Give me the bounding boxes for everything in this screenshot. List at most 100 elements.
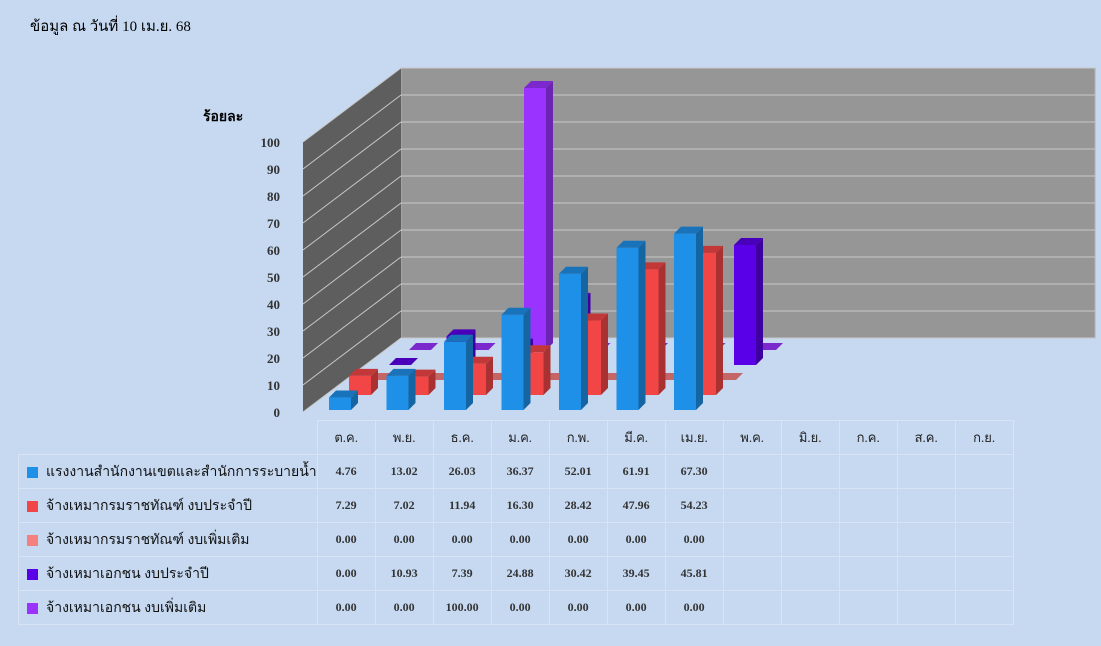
bar-chart-3d: 0 10 20 30 40 50 60 70 80 90 100 ร้อยละ xyxy=(203,67,1096,420)
table-cell: 39.45 xyxy=(606,556,666,591)
bar-face xyxy=(524,88,546,350)
month-header: ธ.ค. xyxy=(432,420,492,455)
table-cell xyxy=(954,590,1014,625)
bar-top xyxy=(329,390,358,398)
table-cell: 36.37 xyxy=(490,454,550,489)
bar xyxy=(329,390,358,410)
y-axis-label: ร้อยละ xyxy=(203,109,243,125)
table-row: จ้างเหมากรมราชทัณฑ์ งบประจำปี 7.29 7.02 11.… xyxy=(18,488,1014,523)
gridline-side xyxy=(302,121,402,197)
bar-face xyxy=(674,233,696,410)
legend-swatch xyxy=(27,534,38,546)
table-cell: 28.42 xyxy=(548,488,608,523)
bar-top xyxy=(444,334,473,342)
bar xyxy=(409,343,438,350)
table-cell: 67.30 xyxy=(664,454,724,489)
table-cell: 47.96 xyxy=(606,488,666,523)
table-row: จ้างเหมาเอกชน งบประจำปี 0.00 10.93 7.39 24.8… xyxy=(18,556,1014,591)
table-cell: 0.00 xyxy=(548,522,608,557)
bar-face xyxy=(616,247,639,410)
y-tick-label: 60 xyxy=(267,243,280,258)
table-cell xyxy=(896,522,956,557)
table-cell: 0.00 xyxy=(316,556,376,591)
table-cell: 0.00 xyxy=(432,522,492,557)
bar xyxy=(734,237,763,365)
y-tick-label: 90 xyxy=(267,162,280,177)
table-cell xyxy=(954,556,1014,591)
bar-top xyxy=(386,368,416,376)
bar-face xyxy=(734,244,756,365)
month-header: ก.ค. xyxy=(838,420,898,455)
table-cell xyxy=(954,454,1014,489)
table-cell: 13.02 xyxy=(374,454,434,489)
month-header: มิ.ย. xyxy=(780,420,840,455)
bar-face xyxy=(349,375,371,395)
table-cell xyxy=(838,556,898,591)
legend-swatch xyxy=(27,602,38,614)
bar-face xyxy=(444,341,466,410)
table-cell: 11.94 xyxy=(432,488,492,523)
bar-side xyxy=(601,313,608,395)
table-cell xyxy=(722,454,782,489)
table-cell: 0.00 xyxy=(490,590,550,625)
bar-top xyxy=(446,329,476,337)
y-tick-label: 50 xyxy=(267,270,280,285)
bar-side xyxy=(351,390,358,410)
gridline-side xyxy=(302,148,402,224)
gridline-side xyxy=(302,67,402,143)
table-corner xyxy=(19,421,318,455)
table-cell: 24.88 xyxy=(490,556,550,591)
series-name: จ้างเหมากรมราชทัณฑ์ งบเพิ่มเติม xyxy=(18,522,318,557)
table-cell: 54.23 xyxy=(664,488,724,523)
table-cell: 0.00 xyxy=(606,522,666,557)
table-cell xyxy=(954,488,1014,523)
series-name: จ้างเหมากรมราชทัณฑ์ งบประจำปี xyxy=(18,488,318,523)
bar-top xyxy=(674,226,703,234)
bar-top xyxy=(524,81,553,88)
table-cell: 61.91 xyxy=(606,454,666,489)
bar xyxy=(674,226,703,410)
bar xyxy=(389,358,418,365)
bar-side xyxy=(486,356,493,395)
data-table: ต.ค. พ.ย. ธ.ค. ม.ค. ก.พ. มี.ค. เม.ย. พ.ค. มิ.ย. ก… xyxy=(18,420,1014,625)
gridline-side xyxy=(302,310,402,386)
bar-side xyxy=(546,81,553,350)
table-cell: 0.00 xyxy=(374,590,434,625)
y-tick-label: 20 xyxy=(267,351,280,366)
legend-label: จ้างเหมาเอกชน งบประจำปี xyxy=(46,566,209,582)
y-tick-label: 80 xyxy=(267,189,280,204)
legend-label: จ้างเหมากรมราชทัณฑ์ งบเพิ่มเติม xyxy=(46,532,250,548)
series-name: จ้างเหมาเอกชน งบประจำปี xyxy=(18,556,318,591)
table-cell: 26.03 xyxy=(432,454,492,489)
bar xyxy=(559,266,588,410)
table-cell xyxy=(780,522,840,557)
table-cell xyxy=(896,488,956,523)
bar-side xyxy=(543,345,551,395)
table-header-row: ต.ค. พ.ย. ธ.ค. ม.ค. ก.พ. มี.ค. เม.ย. พ.ค. มิ.ย. ก… xyxy=(19,420,1014,455)
table-cell: 0.00 xyxy=(664,590,724,625)
table-cell: 0.00 xyxy=(316,522,376,557)
table-cell xyxy=(780,590,840,625)
bar-face xyxy=(559,273,581,410)
month-header: ก.ย. xyxy=(954,420,1014,455)
table-cell: 7.39 xyxy=(432,556,492,591)
table-cell xyxy=(896,590,956,625)
table-cell xyxy=(838,522,898,557)
table-cell: 0.00 xyxy=(374,522,434,557)
bar xyxy=(349,368,378,395)
y-tick-label: 100 xyxy=(261,135,281,150)
table-row: จ้างเหมากรมราชทัณฑ์ งบเพิ่มเติม 0.00 0.00 0… xyxy=(18,522,1014,557)
bar xyxy=(501,307,531,410)
month-header: พ.ย. xyxy=(374,420,434,455)
month-header: มี.ค. xyxy=(606,420,666,455)
bar-top xyxy=(734,237,763,245)
table-cell: 52.01 xyxy=(548,454,608,489)
bar-side xyxy=(523,307,531,410)
bar-face xyxy=(329,397,351,410)
table-cell xyxy=(896,556,956,591)
series-name: จ้างเหมาเอกชน งบเพิ่มเติม xyxy=(18,590,318,625)
legend-swatch xyxy=(27,466,38,478)
table-row: แรงงานสำนักงานเขตและสำนักการระบายน้ำ 4.76… xyxy=(18,454,1014,489)
table-cell: 0.00 xyxy=(664,522,724,557)
bars xyxy=(329,81,783,410)
